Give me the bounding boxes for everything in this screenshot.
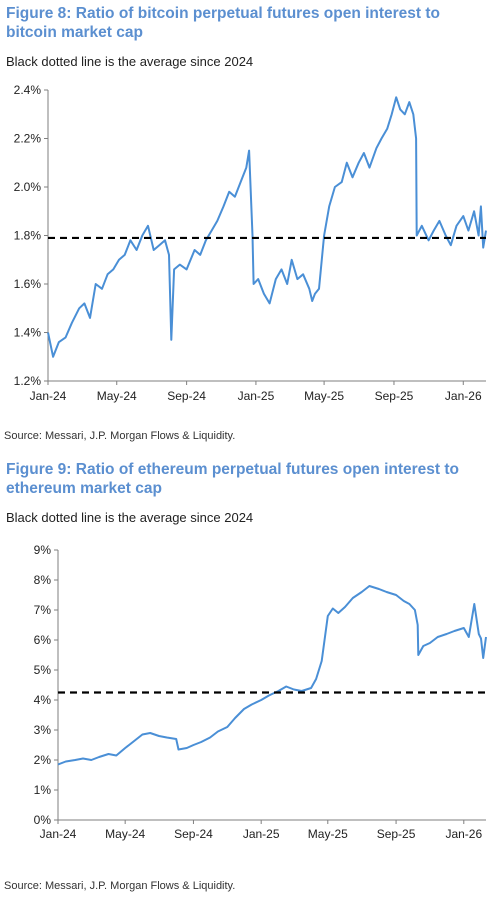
y-tick-label: 4% bbox=[34, 693, 52, 707]
x-tick-label: May-24 bbox=[97, 389, 137, 403]
y-tick-label: 5% bbox=[34, 663, 52, 677]
x-tick-label: May-24 bbox=[105, 827, 145, 841]
x-tick-label: May-25 bbox=[304, 389, 344, 403]
x-tick-label: Jan-26 bbox=[445, 389, 482, 403]
y-tick-label: 2% bbox=[34, 753, 52, 767]
y-tick-label: 2.4% bbox=[14, 83, 42, 97]
x-tick-label: Jan-24 bbox=[30, 389, 67, 403]
y-tick-label: 7% bbox=[34, 603, 52, 617]
series-line bbox=[47, 96, 487, 358]
y-tick-label: 9% bbox=[34, 543, 52, 557]
figure-8-source: Source: Messari, J.P. Morgan Flows & Liq… bbox=[4, 430, 236, 442]
figure-8-title: Figure 8: Ratio of bitcoin perpetual fut… bbox=[6, 5, 441, 41]
figure-8-chart: 1.2% 1.4% 1.6% 1.8% 2.0% 2.2% 2.4% Jan-24 May-24… bbox=[14, 83, 487, 403]
x-tick-label: May-25 bbox=[308, 827, 348, 841]
y-tick-label: 1.6% bbox=[14, 277, 42, 291]
y-tick-label: 2.0% bbox=[14, 180, 42, 194]
y-tick-label: 0% bbox=[34, 813, 52, 827]
series-line bbox=[57, 585, 487, 766]
y-tick-label: 1.4% bbox=[14, 326, 42, 340]
y-tick-label: 1% bbox=[34, 783, 52, 797]
x-tick-label: Jan-26 bbox=[445, 827, 482, 841]
figure-9-subtitle: Black dotted line is the average since 2… bbox=[6, 510, 254, 525]
y-tick-label: 6% bbox=[34, 633, 52, 647]
y-tick-label: 8% bbox=[34, 573, 52, 587]
x-tick-label: Sep-25 bbox=[377, 827, 416, 841]
x-tick-label: Sep-24 bbox=[174, 827, 213, 841]
figure-9-title: Figure 9: Ratio of ethereum perpetual fu… bbox=[6, 461, 459, 497]
figure-9-source: Source: Messari, J.P. Morgan Flows & Liq… bbox=[4, 880, 236, 892]
x-tick-label: Jan-24 bbox=[40, 827, 77, 841]
y-tick-label: 2.2% bbox=[14, 132, 42, 146]
x-tick-label: Sep-24 bbox=[167, 389, 206, 403]
figure-8-subtitle: Black dotted line is the average since 2… bbox=[6, 54, 254, 69]
y-tick-label: 1.2% bbox=[14, 374, 42, 388]
x-tick-label: Jan-25 bbox=[243, 827, 280, 841]
y-tick-label: 1.8% bbox=[14, 229, 42, 243]
figure-9-chart: 0% 1% 2% 3% 4% 5% 6% 7% 8% 9% Jan-24 May-24 Sep-24 Ja… bbox=[34, 543, 487, 841]
x-tick-label: Jan-25 bbox=[238, 389, 275, 403]
x-tick-label: Sep-25 bbox=[375, 389, 414, 403]
y-tick-label: 3% bbox=[34, 723, 52, 737]
